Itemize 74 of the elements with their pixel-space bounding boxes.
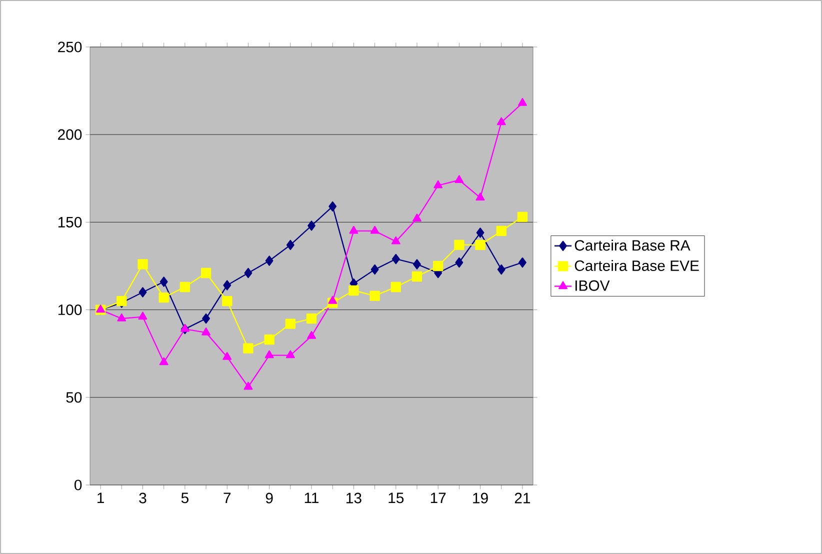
point [286, 240, 294, 250]
point [117, 313, 126, 322]
point [455, 257, 464, 268]
point [159, 357, 168, 366]
point [434, 180, 443, 188]
x-tick-label: 19 [473, 492, 488, 504]
point [518, 98, 527, 106]
x-tick-label: 5 [181, 492, 188, 504]
point [476, 192, 485, 200]
point [454, 175, 464, 183]
point [285, 318, 296, 329]
point [412, 214, 422, 222]
point [517, 212, 528, 222]
point [518, 257, 526, 268]
point [308, 220, 316, 231]
point [244, 382, 253, 390]
x-tick-label: 15 [388, 492, 404, 504]
x-tick-label: 21 [514, 492, 530, 504]
point [138, 312, 148, 320]
legend-label: Carteira Base RA [574, 240, 690, 251]
point [244, 268, 252, 278]
point [306, 313, 317, 324]
point [392, 254, 400, 264]
x-tick-label: 11 [304, 492, 319, 504]
point [328, 201, 337, 212]
point [370, 226, 380, 234]
x-tick-label: 17 [430, 492, 446, 504]
point [370, 290, 380, 301]
point [370, 264, 379, 275]
point [286, 350, 295, 358]
point [454, 240, 464, 250]
point [496, 226, 506, 236]
y-tick-label: 250 [58, 42, 82, 52]
y-tick-label: 200 [58, 129, 82, 140]
point [348, 285, 359, 296]
point [413, 259, 421, 270]
point [433, 260, 444, 272]
point [222, 296, 232, 306]
point [158, 292, 169, 303]
point [328, 296, 338, 304]
x-tick-label: 9 [266, 492, 273, 504]
y-tick-label: 150 [58, 216, 82, 228]
x-tick-label: 13 [346, 492, 362, 504]
point [475, 240, 486, 250]
point [180, 282, 190, 292]
legend-label: Carteira Base EVE [574, 260, 699, 271]
point [180, 324, 190, 332]
y-tick-label: 0 [74, 480, 82, 490]
y-tick-label: 100 [58, 304, 82, 316]
x-tick-label: 3 [139, 492, 146, 504]
x-tick-label: 1 [98, 492, 104, 504]
point [412, 271, 422, 282]
point [223, 280, 232, 290]
legend-label: IBOV [575, 280, 610, 291]
point [138, 259, 148, 270]
point [264, 334, 274, 345]
point [138, 287, 147, 298]
point [390, 282, 401, 292]
point [202, 327, 211, 336]
y-tick-label: 50 [66, 392, 82, 403]
x-tick-label: 7 [224, 492, 231, 504]
point [160, 276, 168, 287]
point [264, 350, 274, 358]
point [243, 343, 254, 354]
point [307, 330, 316, 339]
point [476, 228, 484, 238]
point [349, 226, 358, 234]
point [222, 352, 232, 360]
point [391, 236, 400, 244]
point [496, 117, 506, 126]
point [497, 264, 506, 275]
point [200, 268, 212, 278]
point [265, 256, 274, 266]
point [202, 313, 210, 324]
